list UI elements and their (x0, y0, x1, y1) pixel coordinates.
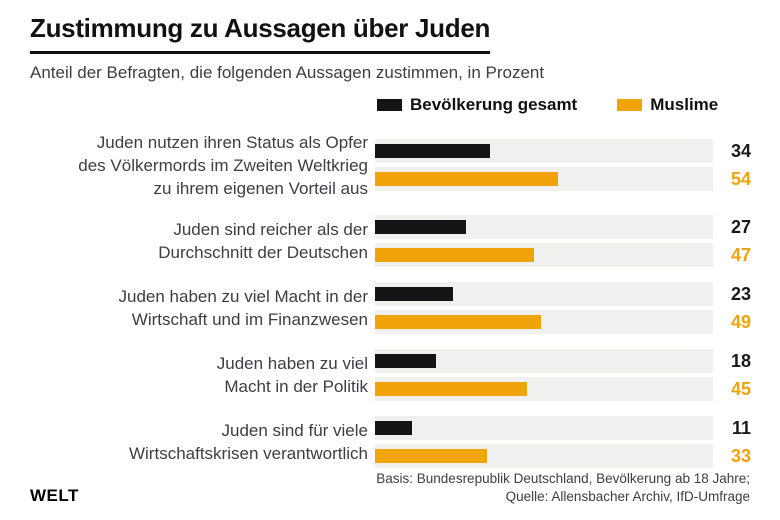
category-label: Juden haben zu viel Macht in der Wirtscha… (30, 285, 375, 331)
category-label-line: Wirtschaftskrisen verantwortlich (128, 443, 368, 463)
legend-label-population: Bevölkerung gesamt (410, 94, 578, 114)
bar-track (375, 348, 713, 373)
category-label-line: Juden haben zu viel (216, 353, 368, 373)
bar-row-population: 18 (375, 348, 751, 373)
bar-row-muslime: 54 (375, 167, 751, 192)
category-label: Juden haben zu viel Macht in der Politik (30, 352, 375, 398)
bar-track (375, 281, 713, 306)
value-label-population: 23 (730, 283, 751, 304)
bar-rows: 11 33 (375, 415, 751, 468)
category-label-line: Juden nutzen ihren Status als Opfer (96, 132, 368, 152)
bar-muslime (375, 247, 534, 262)
bar-rows: 18 45 (375, 348, 751, 401)
bar-row-population: 27 (375, 214, 751, 239)
legend: Bevölkerung gesamt Muslime (377, 95, 750, 115)
category-label-line: des Völkermords im Zweiten Weltkrieg (78, 155, 368, 175)
bar-population (375, 144, 490, 159)
bar-population (375, 219, 467, 234)
header: Zustimmung zu Aussagen über Juden Anteil… (30, 14, 750, 83)
bar-row-muslime: 49 (375, 309, 751, 334)
chart-group: Juden nutzen ihren Status als Opfer des V… (30, 131, 751, 200)
bar-track (375, 214, 713, 239)
source-note: Basis: Bundesrepublik Deutschland, Bevöl… (376, 470, 750, 506)
page-title: Zustimmung zu Aussagen über Juden (30, 14, 490, 54)
bar-row-population: 34 (375, 139, 751, 164)
bar-track (375, 376, 713, 401)
chart-group: Juden sind für viele Wirtschaftskrisen ve… (30, 415, 751, 468)
bar-muslime (375, 381, 528, 396)
chart-group: Juden haben zu viel Macht in der Wirtscha… (30, 281, 751, 334)
bar-track (375, 309, 713, 334)
bar-population (375, 420, 413, 435)
legend-item-population: Bevölkerung gesamt (377, 95, 577, 115)
bar-population (375, 353, 436, 368)
bar-track (375, 242, 713, 267)
welt-logo: WELT (30, 486, 79, 505)
bar-row-population: 23 (375, 281, 751, 306)
chart-group: Juden sind reicher als der Durchschnitt d… (30, 214, 751, 267)
legend-swatch-muslime-icon (617, 98, 643, 111)
subtitle: Anteil der Befragten, die folgenden Auss… (30, 62, 545, 82)
value-label-muslime: 47 (730, 244, 751, 265)
category-label-line: Durchschnitt der Deutschen (158, 242, 368, 262)
category-label: Juden nutzen ihren Status als Opfer des V… (30, 131, 375, 200)
bar-row-population: 11 (375, 415, 751, 440)
category-label-line: Macht in der Politik (224, 376, 368, 396)
bar-track (375, 415, 713, 440)
legend-item-muslime: Muslime (617, 95, 718, 115)
bar-rows: 23 49 (375, 281, 751, 334)
value-label-population: 34 (730, 141, 751, 162)
bar-muslime (375, 314, 541, 329)
category-label-line: Wirtschaft und im Finanzwesen (131, 309, 368, 329)
bar-chart: Juden nutzen ihren Status als Opfer des V… (30, 131, 751, 468)
chart-group: Juden haben zu viel Macht in der Politik 1… (30, 348, 751, 401)
value-label-muslime: 45 (730, 378, 751, 399)
bar-population (375, 286, 453, 301)
legend-swatch-population-icon (377, 98, 402, 111)
value-label-muslime: 54 (730, 169, 751, 190)
category-label-line: Juden sind für viele (221, 420, 368, 440)
bar-track (375, 443, 713, 468)
value-label-population: 18 (730, 350, 751, 371)
bar-rows: 27 47 (375, 214, 751, 267)
category-label-line: Juden haben zu viel Macht in der (118, 286, 369, 306)
bar-track (375, 139, 713, 164)
bar-track (375, 167, 713, 192)
bar-row-muslime: 45 (375, 376, 751, 401)
legend-label-muslime: Muslime (650, 94, 719, 114)
value-label-population: 27 (730, 216, 751, 237)
category-label: Juden sind für viele Wirtschaftskrisen ve… (30, 419, 375, 465)
bar-row-muslime: 47 (375, 242, 751, 267)
bar-row-muslime: 33 (375, 443, 751, 468)
source-line-quelle: Quelle: Allensbacher Archiv, IfD-Umfrage (505, 489, 750, 504)
footer: WELT Basis: Bundesrepublik Deutschland, … (30, 470, 750, 506)
bar-muslime (375, 172, 558, 187)
category-label-line: zu ihrem eigenen Vorteil aus (153, 178, 368, 198)
category-label: Juden sind reicher als der Durchschnitt d… (30, 218, 375, 264)
value-label-muslime: 49 (730, 311, 751, 332)
value-label-muslime: 33 (730, 445, 751, 466)
bar-rows: 34 54 (375, 139, 751, 192)
bar-muslime (375, 448, 487, 463)
category-label-line: Juden sind reicher als der (173, 219, 368, 239)
value-label-population: 11 (731, 417, 751, 438)
source-line-basis: Basis: Bundesrepublik Deutschland, Bevöl… (376, 471, 750, 486)
